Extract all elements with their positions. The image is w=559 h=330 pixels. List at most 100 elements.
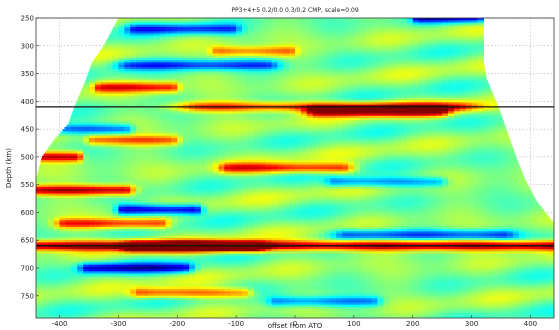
heatmap-cell [512, 151, 515, 155]
heatmap-cell [253, 120, 261, 124]
heatmap-cell [448, 86, 455, 90]
heatmap-cell [453, 18, 461, 21]
heatmap-cell [406, 64, 414, 68]
heatmap-cell [118, 49, 125, 52]
heatmap-cell [236, 22, 243, 26]
heatmap-cell [424, 55, 431, 59]
heatmap-cell [83, 144, 90, 148]
heatmap-cell [136, 100, 143, 104]
heatmap-cell [159, 98, 167, 101]
heatmap-cell [365, 62, 373, 66]
heatmap-cell [324, 115, 331, 119]
heatmap-cell [336, 144, 343, 148]
heatmap-cell [295, 73, 302, 77]
heatmap-cell [342, 106, 349, 110]
heatmap-cell [106, 91, 114, 95]
heatmap-cell [365, 166, 373, 170]
heatmap-cell [306, 75, 314, 79]
heatmap-cell [424, 138, 431, 141]
heatmap-cell [259, 35, 267, 39]
heatmap-cell [430, 29, 437, 32]
heatmap-cell [265, 155, 273, 159]
heatmap-cell [94, 71, 102, 75]
heatmap-cell [189, 38, 196, 41]
heatmap-cell [471, 124, 479, 128]
heatmap-cell [353, 71, 361, 75]
heatmap-cell [436, 29, 443, 32]
heatmap-cell [453, 113, 461, 117]
heatmap-cell [69, 118, 72, 121]
heatmap-cell [471, 89, 479, 92]
heatmap-cell [418, 149, 426, 152]
heatmap-cell [124, 122, 131, 126]
heatmap-cell [442, 151, 449, 155]
heatmap-cell [495, 124, 502, 128]
heatmap-cell [153, 102, 161, 106]
heatmap-cell [389, 42, 396, 46]
heatmap-cell [371, 73, 379, 77]
heatmap-cell [236, 111, 243, 115]
heatmap-cell [347, 162, 355, 166]
heatmap-cell [224, 129, 231, 132]
heatmap-cell [59, 155, 67, 159]
heatmap-cell [483, 102, 490, 106]
heatmap-cell [88, 129, 96, 132]
heatmap-cell [389, 24, 396, 28]
heatmap-cell [100, 49, 108, 52]
heatmap-cell [289, 122, 296, 126]
heatmap-cell [383, 73, 390, 77]
heatmap-cell [495, 109, 500, 112]
heatmap-cell [383, 35, 390, 39]
heatmap-cell [424, 29, 431, 32]
heatmap-cell [453, 82, 461, 86]
heatmap-cell [377, 146, 384, 150]
heatmap-cell [306, 115, 314, 119]
heatmap-cell [271, 66, 278, 70]
heatmap-cell [265, 35, 273, 39]
heatmap-cell [330, 18, 337, 21]
heatmap-cell [194, 24, 202, 28]
heatmap-cell [159, 138, 167, 141]
heatmap-cell [100, 133, 108, 137]
heatmap-cell [365, 18, 373, 21]
heatmap-cell [430, 146, 437, 150]
heatmap-cell [395, 131, 402, 135]
heatmap-cell [206, 153, 214, 157]
heatmap-cell [418, 60, 426, 64]
heatmap-cell [283, 160, 290, 164]
heatmap-cell [424, 122, 431, 126]
heatmap-cell [424, 38, 431, 41]
heatmap-cell [400, 31, 408, 35]
heatmap-cell [336, 26, 343, 30]
heatmap-cell [112, 102, 120, 106]
heatmap-cell [347, 82, 355, 86]
heatmap-cell [177, 44, 184, 48]
heatmap-cell [477, 131, 484, 135]
heatmap-cell [365, 113, 373, 117]
heatmap-cell [330, 151, 337, 155]
heatmap-cell [359, 26, 367, 30]
heatmap-cell [459, 89, 467, 92]
heatmap-cell [400, 146, 408, 150]
heatmap-cell [400, 42, 408, 46]
heatmap-cell [112, 115, 120, 119]
heatmap-cell [83, 133, 90, 137]
heatmap-cell [136, 133, 143, 137]
heatmap-cell [271, 104, 278, 108]
heatmap-cell [189, 151, 196, 155]
heatmap-cell [200, 149, 208, 152]
heatmap-cell [400, 75, 408, 79]
heatmap-cell [253, 122, 261, 126]
heatmap-cell [177, 62, 184, 66]
heatmap-cell [230, 153, 237, 157]
heatmap-cell [183, 80, 190, 84]
heatmap-cell [489, 113, 496, 117]
heatmap-cell [459, 164, 467, 168]
heatmap-cell [430, 140, 437, 144]
heatmap-cell [277, 135, 284, 139]
heatmap-cell [59, 140, 67, 144]
heatmap-cell [153, 93, 161, 97]
heatmap-cell [83, 115, 90, 119]
heatmap-cell [153, 162, 161, 166]
heatmap-cell [136, 155, 143, 159]
